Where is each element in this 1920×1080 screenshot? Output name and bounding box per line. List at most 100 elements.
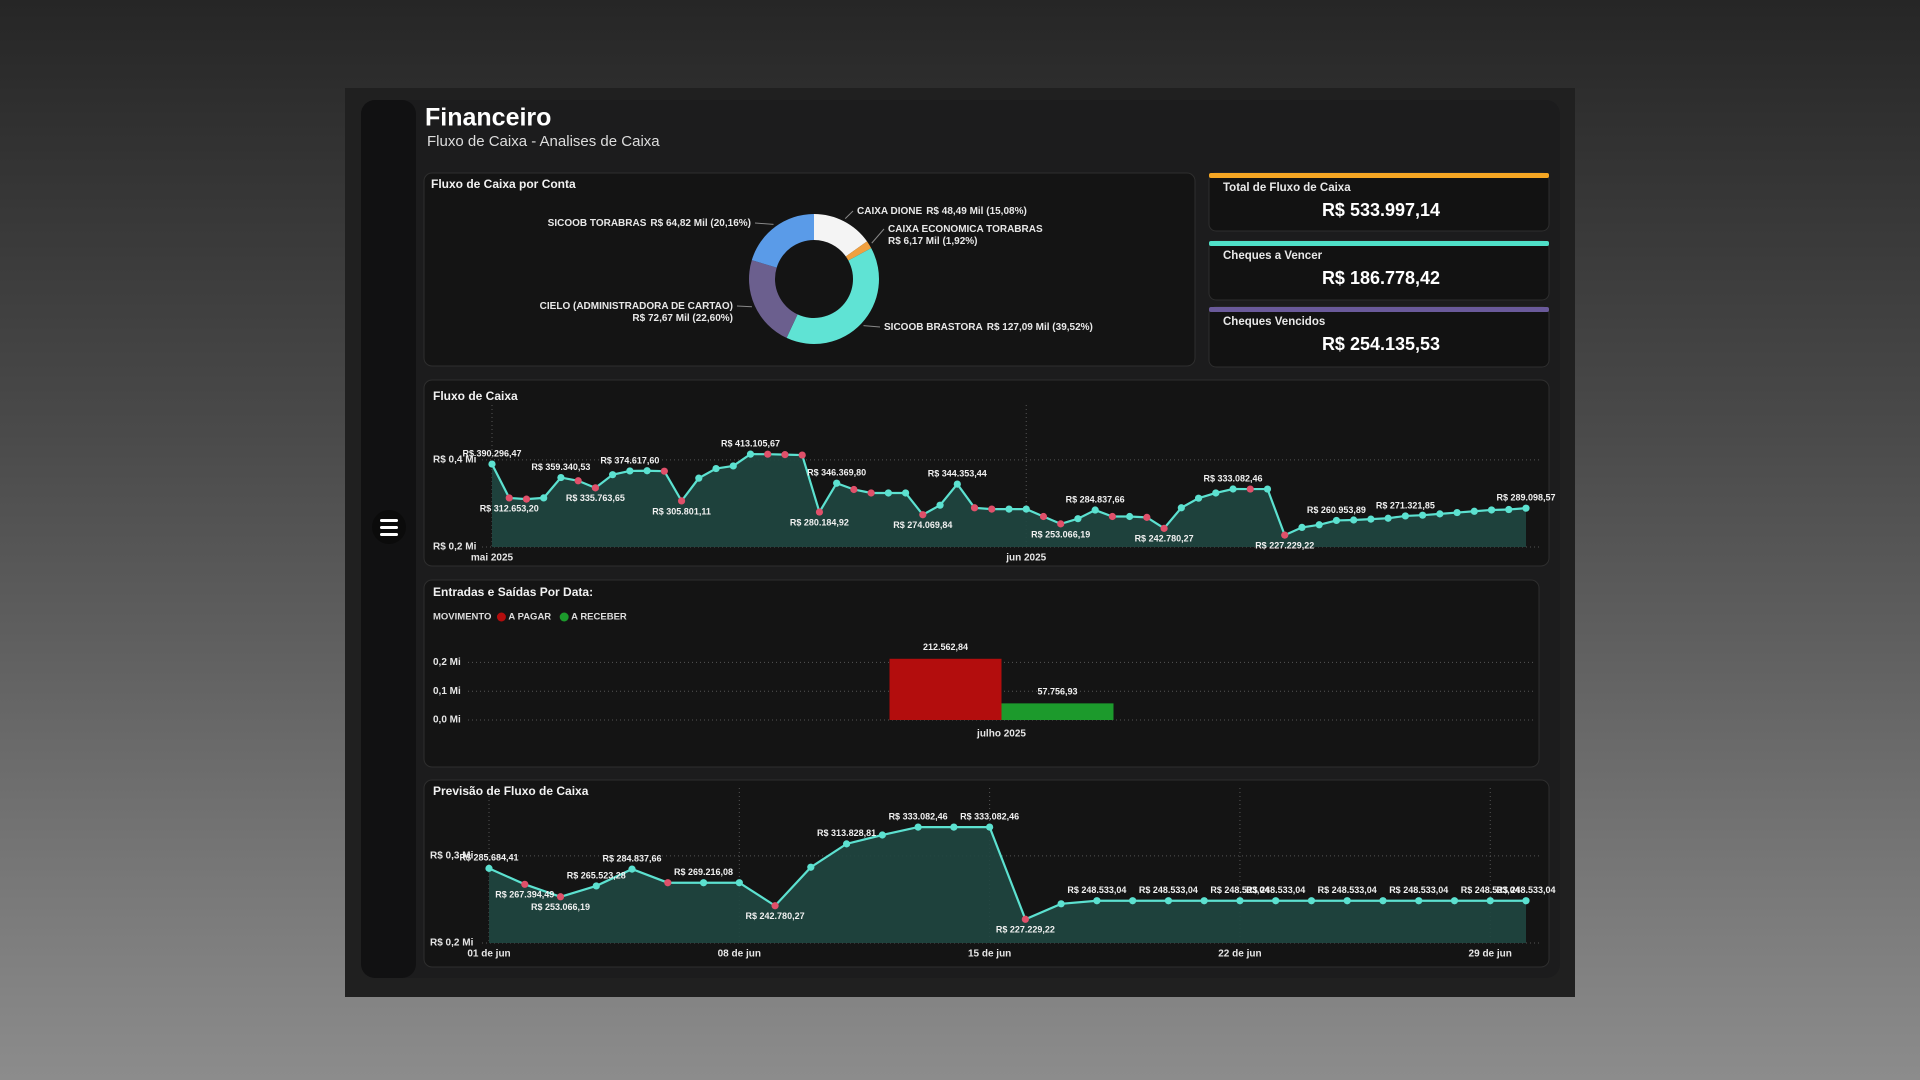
x-tick-label: 29 de jun xyxy=(1469,949,1512,960)
y-tick-label: R$ 0,4 Mi xyxy=(433,454,477,465)
marker xyxy=(950,823,958,831)
marker xyxy=(771,902,779,910)
slice-label: SICOOB TORABRAS R$ 64,82 Mil (20,16%) xyxy=(548,218,751,229)
marker xyxy=(1246,485,1254,493)
marker xyxy=(485,864,493,872)
marker xyxy=(1057,900,1065,908)
marker xyxy=(1093,897,1101,905)
marker xyxy=(764,450,772,458)
marker xyxy=(1419,511,1427,519)
kpi-value: R$ 533.997,14 xyxy=(1322,200,1440,220)
marker xyxy=(1039,512,1048,521)
marker xyxy=(1384,514,1392,522)
kpi-cards: Total de Fluxo de Caixa R$ 533.997,14 Cheq… xyxy=(1208,172,1550,368)
marker xyxy=(1212,489,1220,497)
slice-value: R$ 6,17 Mil (1,92%) xyxy=(888,236,977,247)
slice-name: SICOOB BRASTORA xyxy=(884,322,983,333)
data-label: R$ 312.653,20 xyxy=(480,503,539,513)
slice-label: SICOOB BRASTORA R$ 127,09 Mil (39,52%) xyxy=(884,322,1093,333)
line xyxy=(488,825,1526,921)
area xyxy=(489,827,1526,943)
slice-name: CAIXA ECONOMICA TORABRAS xyxy=(888,224,1043,235)
data-label: R$ 227.229,22 xyxy=(1255,541,1314,551)
data-label: R$ 313.828,81 xyxy=(817,828,876,838)
marker xyxy=(878,831,886,839)
marker xyxy=(729,462,737,470)
marker xyxy=(1143,513,1151,521)
marker xyxy=(592,882,600,890)
marker xyxy=(1401,512,1409,520)
leader-line xyxy=(863,325,881,328)
marker xyxy=(1315,521,1323,529)
marker xyxy=(902,489,910,497)
marker xyxy=(1057,520,1065,528)
marker xyxy=(643,467,651,475)
marker xyxy=(842,840,851,848)
menu-button[interactable] xyxy=(372,510,406,544)
marker xyxy=(1307,897,1316,905)
marker xyxy=(1129,897,1137,905)
legend-swatch xyxy=(559,612,569,622)
x-tick-label: 22 de jun xyxy=(1218,949,1261,960)
x-tick-label: mai 2025 xyxy=(471,553,514,564)
marker xyxy=(1470,507,1478,515)
data-label: R$ 248.533,04 xyxy=(1246,885,1305,895)
marker xyxy=(1272,897,1280,905)
slice-value: R$ 64,82 Mil (20,16%) xyxy=(650,218,751,229)
legend-swatch xyxy=(496,612,506,622)
marker xyxy=(815,508,824,516)
legend-label: A RECEBER xyxy=(571,612,627,623)
data-label: R$ 253.066,19 xyxy=(531,902,590,912)
marker xyxy=(1453,508,1461,517)
card xyxy=(423,172,1196,367)
y-tick-label: R$ 0,2 Mi xyxy=(433,542,477,553)
x-tick-label: 01 de jun xyxy=(467,949,510,960)
marker xyxy=(1505,505,1513,514)
marker xyxy=(1298,523,1306,531)
donut-slice xyxy=(786,248,879,344)
kpi-accent xyxy=(1209,173,1549,178)
slice-name: CIELO (ADMINISTRADORA DE CARTAO) xyxy=(540,301,733,312)
marker xyxy=(1074,515,1082,523)
marker xyxy=(1522,504,1530,512)
slice-name: CAIXA DIONE xyxy=(857,206,923,217)
data-label: R$ 333.082,46 xyxy=(889,811,948,821)
y-tick-label: 0,2 Mi xyxy=(433,657,461,668)
page-title: Financeiro xyxy=(425,104,551,132)
data-label: R$ 227.229,22 xyxy=(996,925,1055,935)
marker xyxy=(986,823,994,831)
marker xyxy=(1005,505,1013,513)
marker xyxy=(1367,515,1375,523)
marker xyxy=(1415,897,1423,905)
marker xyxy=(850,485,858,494)
x-tick-label: 15 de jun xyxy=(968,949,1011,960)
marker xyxy=(988,505,996,513)
leader-line xyxy=(844,210,854,219)
chart-title: Fluxo de Caixa xyxy=(433,389,518,403)
marker xyxy=(1236,897,1244,905)
data-label: R$ 289.098,57 xyxy=(1496,493,1555,503)
marker xyxy=(798,451,806,459)
leader-line xyxy=(871,228,885,244)
marker xyxy=(936,501,944,509)
donut-slice xyxy=(748,260,798,338)
marker xyxy=(1022,505,1030,513)
marker xyxy=(628,865,636,873)
slice-label: CAIXA ECONOMICA TORABRAS R$ 6,17 Mil (1,9… xyxy=(888,224,1043,247)
slice-value: R$ 72,67 Mil (22,60%) xyxy=(632,313,733,324)
marker xyxy=(746,450,755,458)
donut-slice xyxy=(814,214,868,257)
y-tick-label: 0,1 Mi xyxy=(433,686,461,697)
marker xyxy=(1108,512,1116,521)
data-label: R$ 248.533,04 xyxy=(1496,885,1555,895)
marker xyxy=(522,495,531,503)
x-tick-label: 08 de jun xyxy=(718,949,761,960)
data-label: R$ 253.066,19 xyxy=(1031,529,1090,539)
bar xyxy=(889,658,1002,720)
marker xyxy=(884,489,892,497)
y-tick-label: 0,0 Mi xyxy=(433,715,461,726)
marker xyxy=(1194,494,1203,502)
donut-slice xyxy=(751,214,814,268)
marker xyxy=(1126,512,1134,521)
